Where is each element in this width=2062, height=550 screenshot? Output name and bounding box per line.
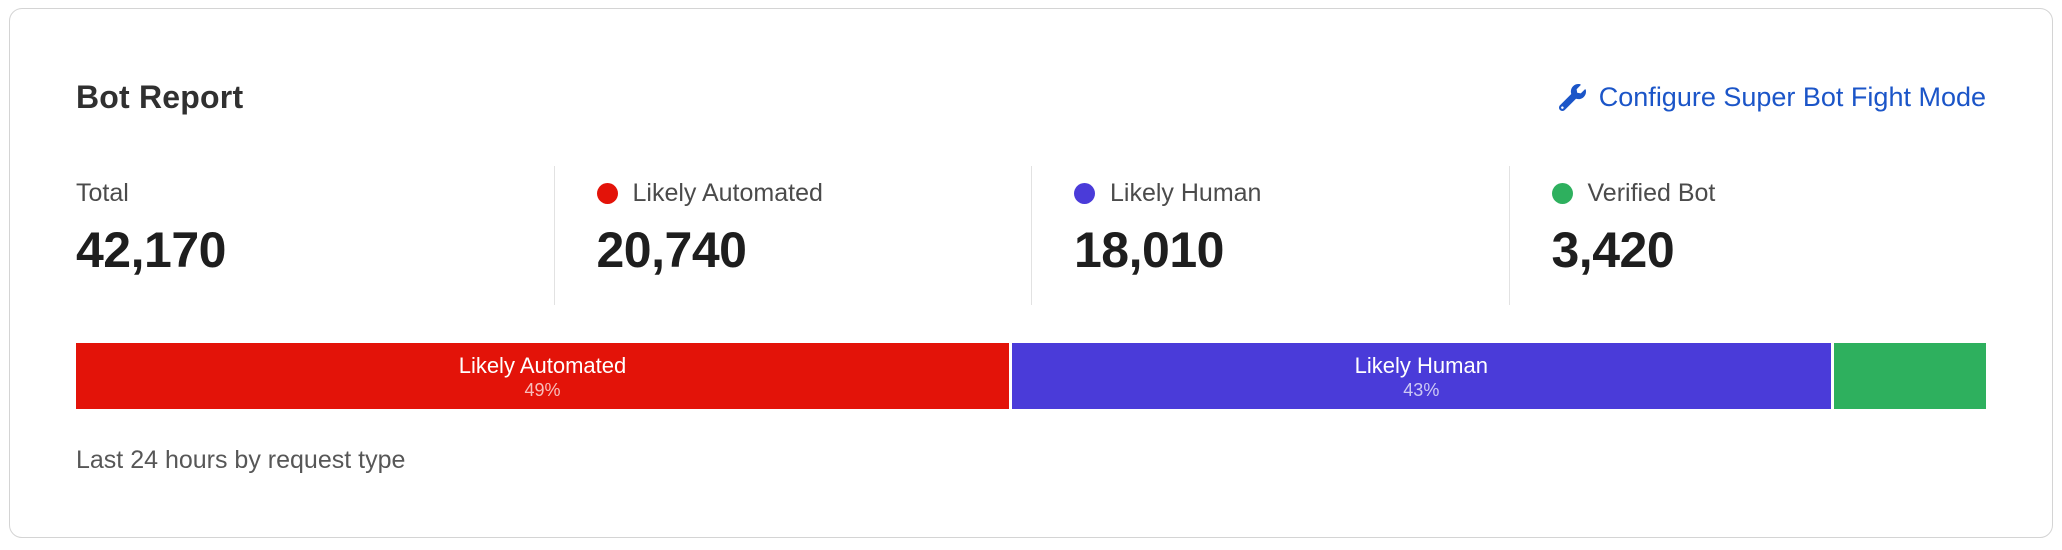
stat-likely-automated: Likely Automated 20,740 [553,166,1032,305]
bar-segment-verified-bot [1833,343,1986,409]
bot-report-card: Bot Report Configure Super Bot Fight Mod… [9,8,2053,538]
stat-verified-bot-label: Verified Bot [1587,179,1716,207]
stat-total-value: 42,170 [76,222,226,278]
stat-likely-automated-label: Likely Automated [632,179,823,207]
bar-segment-label: Likely Automated [458,352,627,378]
verified-bot-dot-icon [1551,182,1573,204]
footnote: Last 24 hours by request type [76,446,406,474]
likely-human-dot-icon [1074,182,1095,204]
configure-link-label: Configure Super Bot Fight Mode [1598,82,1986,112]
bar-segment-likely-human: Likely Human 43% [1011,343,1831,409]
bar-segment-label: Likely Human [1354,352,1488,378]
stat-total: Total 42,170 [76,166,554,305]
stats-row: Total 42,170 Likely Automated 20,740 Lik… [76,166,1986,305]
bar-segment-percent: 49% [524,379,561,400]
stat-likely-human-label: Likely Human [1110,179,1262,207]
stat-verified-bot: Verified Bot 3,420 [1508,166,1987,305]
stat-verified-bot-value: 3,420 [1551,222,1675,278]
page-title: Bot Report [76,79,244,115]
stat-total-label: Total [76,179,129,207]
stat-likely-human: Likely Human 18,010 [1031,166,1509,305]
request-type-stacked-bar: Likely Automated 49% Likely Human 43% [76,343,1986,409]
wrench-icon [1558,83,1586,111]
bar-segment-percent: 43% [1403,379,1440,400]
configure-super-bot-fight-mode-link[interactable]: Configure Super Bot Fight Mode [1558,81,1986,113]
card-header: Bot Report Configure Super Bot Fight Mod… [76,77,1986,117]
likely-automated-dot-icon [596,182,618,204]
stat-likely-automated-value: 20,740 [596,222,747,278]
bar-segment-likely-automated: Likely Automated 49% [76,343,1009,409]
stat-likely-human-value: 18,010 [1074,222,1224,278]
